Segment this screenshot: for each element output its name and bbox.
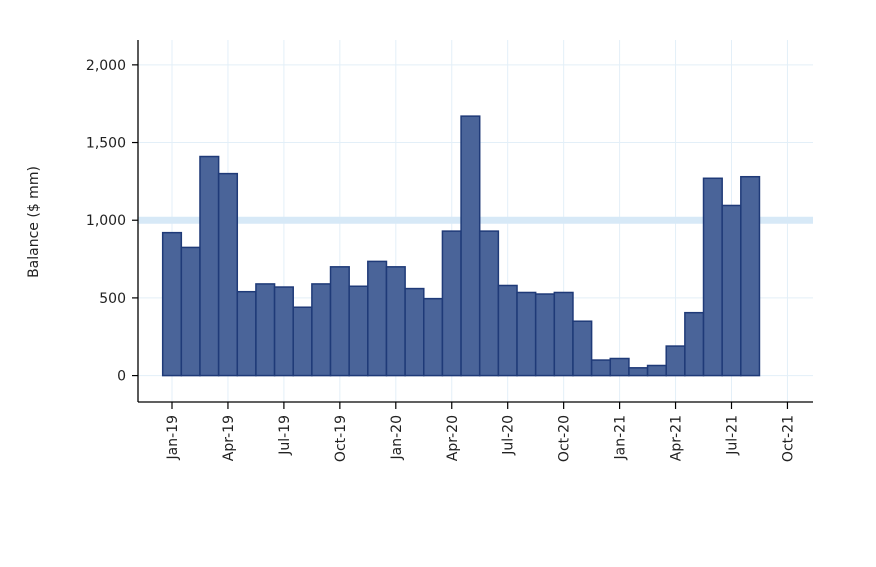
y-axis-title: Balance ($ mm): [26, 166, 42, 278]
x-tick-label: Jul-20: [501, 415, 517, 456]
x-tick-label: Oct-21: [780, 415, 796, 462]
bar-Apr-20: [441, 230, 462, 377]
x-tick-label: Apr-21: [669, 415, 685, 461]
y-tick-label: 1,500: [86, 136, 126, 152]
bar-Jan-19: [161, 231, 183, 377]
bar-Jun-19: [255, 283, 276, 377]
y-tick-label: 0: [117, 369, 126, 385]
bar-May-19: [236, 290, 257, 377]
bar-May-20: [460, 115, 481, 377]
y-tick-label: 2,000: [86, 58, 126, 74]
bar-layer: [161, 115, 761, 377]
bar-Jun-21: [702, 177, 723, 377]
bar-Nov-20: [572, 320, 593, 377]
bar-Jun-20: [478, 230, 500, 377]
bar-Jan-20: [385, 266, 406, 377]
bar-Jul-20: [497, 284, 518, 377]
bar-Aug-20: [516, 291, 537, 377]
bar-Mar-21: [646, 364, 667, 377]
x-tick-label: Jul-19: [277, 415, 293, 456]
bar-Mar-19: [199, 155, 220, 377]
x-tick-label: Jul-21: [725, 415, 741, 456]
bar-Sep-19: [311, 283, 332, 377]
bar-Aug-19: [292, 306, 313, 377]
bar-Feb-21: [628, 367, 649, 377]
bar-May-21: [684, 311, 705, 377]
bar-Dec-20: [590, 359, 612, 377]
x-tick-label: Jan-21: [613, 415, 629, 460]
bar-Jul-21: [721, 204, 742, 377]
bar-Apr-21: [665, 345, 686, 377]
bar-Apr-19: [217, 172, 239, 377]
x-tick-label: Oct-20: [557, 415, 573, 462]
x-tick-label: Oct-19: [333, 415, 349, 462]
bar-Nov-19: [348, 285, 369, 377]
y-tick-label: 1,000: [86, 213, 126, 229]
bar-Oct-19: [329, 266, 350, 377]
x-tick-label: Apr-20: [445, 415, 461, 461]
bar-Aug-21: [740, 175, 761, 377]
bar-Mar-20: [423, 297, 444, 377]
bar-Feb-20: [404, 287, 425, 377]
x-tick-label: Jan-20: [389, 415, 405, 460]
x-tick-label: Apr-19: [221, 415, 237, 461]
bar-Oct-20: [553, 291, 574, 377]
bar-Jan-21: [609, 357, 630, 377]
bar-Dec-19: [367, 260, 388, 377]
y-tick-label: 500: [99, 291, 126, 307]
x-tick-label: Jan-19: [165, 415, 181, 460]
bar-Jul-19: [273, 286, 294, 377]
axis-layer: 0 500 1,000 1,500 2,000 Jan-19 Apr-19 Jul-19 Oct…: [86, 40, 813, 462]
bar-Sep-20: [534, 293, 556, 377]
bar-Feb-19: [180, 246, 201, 377]
